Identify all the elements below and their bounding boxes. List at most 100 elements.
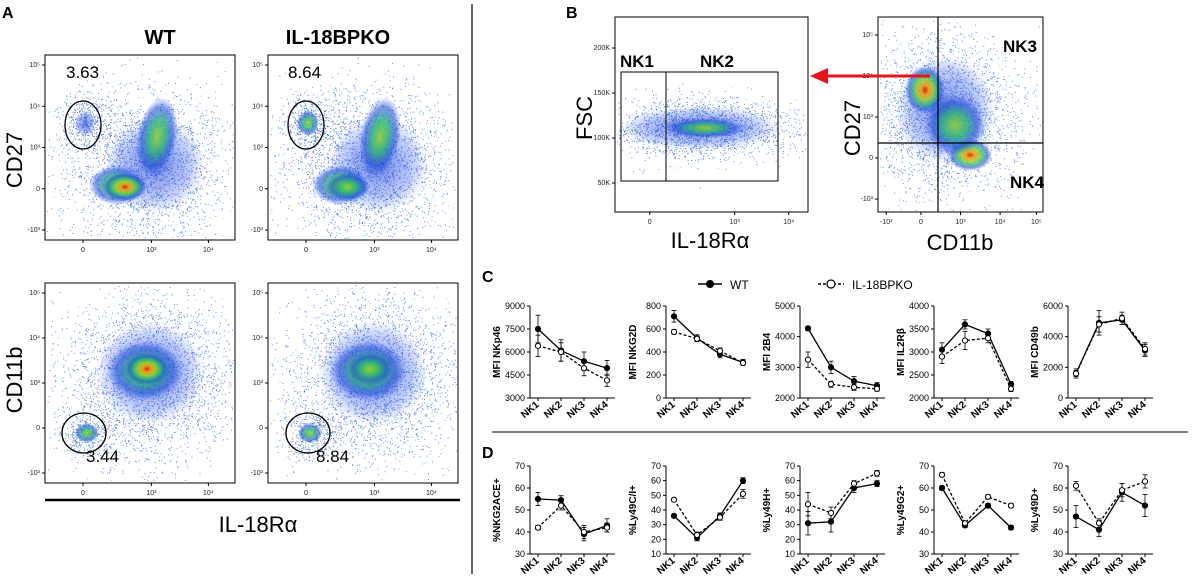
event-dot	[130, 219, 131, 220]
event-dot	[93, 214, 94, 215]
event-dot	[120, 129, 121, 130]
event-dot	[187, 210, 188, 211]
event-dot	[196, 84, 197, 85]
event-dot	[208, 180, 209, 181]
event-dot	[161, 71, 162, 72]
event-dot	[115, 221, 116, 222]
event-dot	[61, 194, 62, 195]
event-dot	[204, 177, 205, 178]
event-dot	[183, 211, 184, 212]
event-dot	[232, 61, 233, 62]
event-dot	[143, 225, 144, 226]
event-dot	[85, 190, 86, 191]
event-dot	[61, 173, 62, 174]
event-dot	[92, 199, 93, 200]
event-dot	[203, 146, 204, 147]
event-dot	[183, 212, 184, 213]
event-dot	[204, 219, 205, 220]
event-dot	[115, 90, 116, 91]
event-dot	[115, 229, 116, 230]
event-dot	[190, 77, 191, 78]
event-dot	[93, 86, 94, 87]
event-dot	[48, 155, 49, 156]
event-dot	[115, 211, 116, 212]
event-dot	[93, 198, 94, 199]
event-dot	[225, 130, 226, 131]
event-dot	[214, 156, 215, 157]
event-dot	[215, 184, 216, 185]
event-dot	[136, 81, 137, 82]
event-dot	[146, 224, 147, 225]
event-dot	[71, 126, 72, 127]
event-dot	[110, 102, 111, 103]
event-dot	[113, 208, 114, 209]
event-dot	[205, 128, 206, 129]
event-dot	[139, 112, 140, 113]
event-dot	[105, 125, 106, 126]
event-dot	[112, 228, 113, 229]
event-dot	[83, 195, 84, 196]
event-dot	[87, 173, 88, 174]
event-dot	[88, 196, 89, 197]
event-dot	[177, 109, 178, 110]
event-dot	[181, 231, 182, 232]
event-dot	[224, 186, 225, 187]
event-dot	[58, 107, 59, 108]
event-dot	[187, 223, 188, 224]
event-dot	[93, 153, 94, 154]
event-dot	[60, 137, 61, 138]
event-dot	[198, 233, 199, 234]
event-dot	[153, 216, 154, 217]
event-dot	[54, 147, 55, 148]
event-dot	[120, 83, 121, 84]
event-dot	[138, 85, 139, 86]
event-dot	[86, 168, 87, 169]
event-dot	[215, 98, 216, 99]
event-dot	[126, 112, 127, 113]
event-dot	[70, 230, 71, 231]
event-dot	[198, 111, 199, 112]
event-dot	[96, 199, 97, 200]
event-dot	[202, 114, 203, 115]
event-dot	[190, 121, 191, 122]
event-dot	[51, 147, 52, 148]
event-dot	[181, 215, 182, 216]
event-dot	[196, 110, 197, 111]
event-dot	[212, 132, 213, 133]
event-dot	[153, 89, 154, 90]
event-dot	[109, 142, 110, 143]
event-dot	[211, 134, 212, 135]
event-dot	[202, 209, 203, 210]
event-dot	[201, 96, 202, 97]
event-dot	[99, 147, 100, 148]
event-dot	[90, 212, 91, 213]
event-dot	[149, 225, 150, 226]
event-dot	[197, 134, 198, 135]
event-dot	[208, 97, 209, 98]
event-dot	[208, 193, 209, 194]
event-dot	[216, 122, 217, 123]
event-dot	[52, 175, 53, 176]
event-dot	[207, 226, 208, 227]
event-dot	[205, 204, 206, 205]
event-dot	[174, 95, 175, 96]
event-dot	[91, 235, 92, 236]
event-dot	[143, 219, 144, 220]
event-dot	[80, 172, 81, 173]
event-dot	[83, 231, 84, 232]
event-dot	[194, 231, 195, 232]
event-dot	[163, 228, 164, 229]
event-dot	[67, 99, 68, 100]
event-dot	[119, 231, 120, 232]
event-dot	[99, 218, 100, 219]
event-dot	[200, 228, 201, 229]
event-dot	[198, 193, 199, 194]
event-dot	[212, 175, 213, 176]
event-dot	[62, 178, 63, 179]
col-header-ko: IL-18BPKO	[286, 27, 390, 49]
event-dot	[114, 122, 115, 123]
event-dot	[149, 219, 150, 220]
event-dot	[143, 64, 144, 65]
event-dot	[215, 195, 216, 196]
event-dot	[72, 227, 73, 228]
